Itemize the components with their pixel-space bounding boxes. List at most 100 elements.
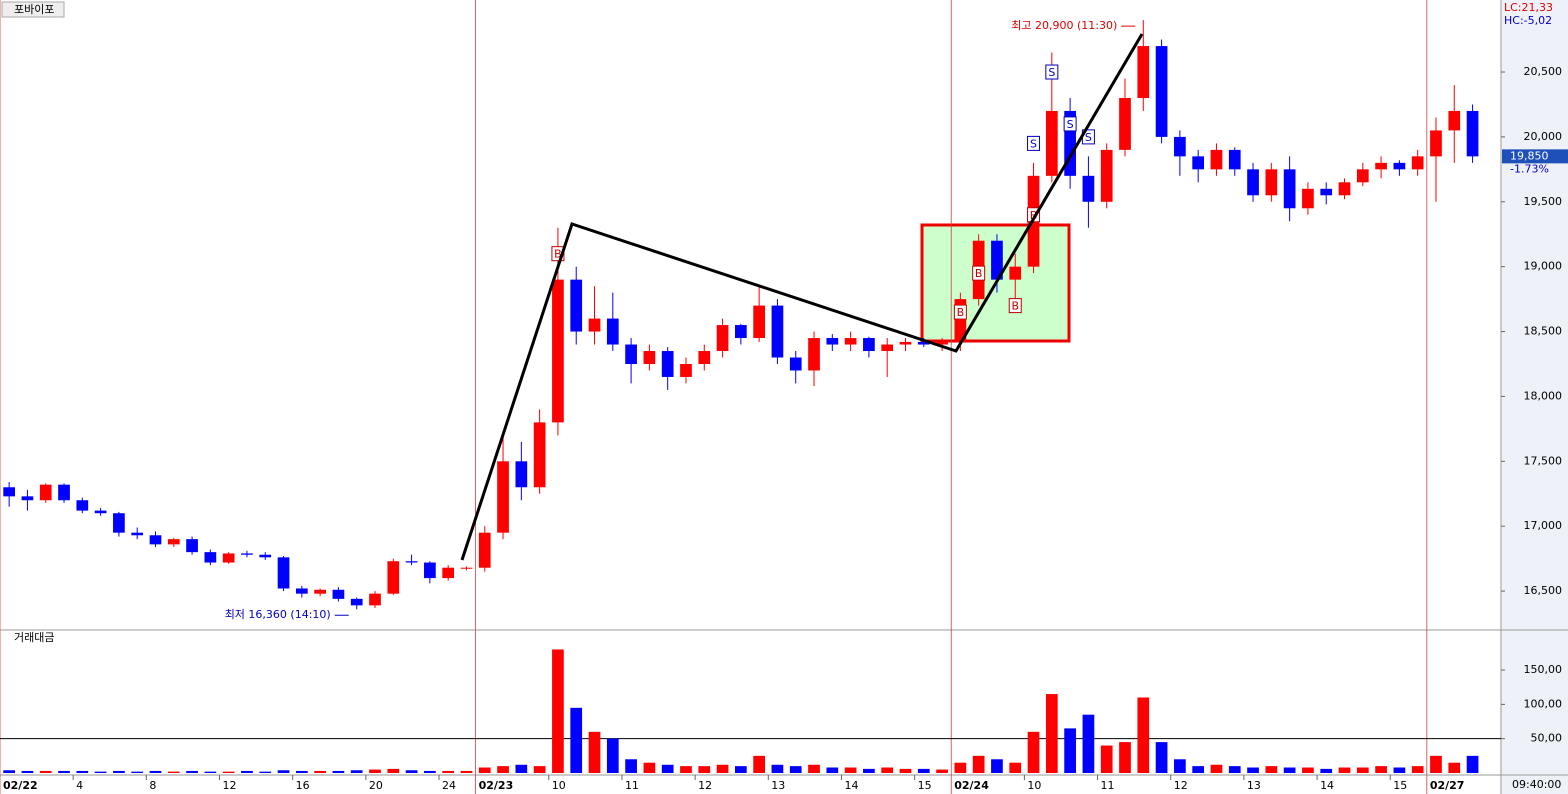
- candle-body: [167, 539, 180, 545]
- candle-body: [1302, 188, 1314, 209]
- candle-body: [1100, 149, 1113, 202]
- candle-body: [1137, 46, 1150, 98]
- candle-body: [735, 325, 747, 339]
- candle-body: [369, 593, 381, 606]
- volume-bar: [771, 764, 784, 773]
- volume-bar: [606, 738, 619, 773]
- candle-body: [1338, 182, 1351, 196]
- candle-body: [21, 496, 34, 501]
- candle-body: [350, 598, 363, 606]
- volume-bar: [460, 770, 473, 773]
- volume-bar: [1338, 767, 1351, 773]
- signal-label: S: [1048, 66, 1055, 79]
- volume-bar: [680, 766, 692, 773]
- volume-bar: [881, 767, 894, 773]
- candle-body: [1375, 162, 1387, 170]
- candle-body: [1247, 169, 1259, 196]
- candle-body: [424, 562, 436, 579]
- volume-bar: [295, 770, 308, 773]
- candle-body: [808, 338, 820, 371]
- volume-bar: [552, 649, 564, 773]
- candle-body: [58, 484, 70, 501]
- candle-body: [625, 344, 637, 364]
- volume-bar: [204, 771, 217, 773]
- volume-bar: [1320, 768, 1333, 773]
- candle-body: [332, 589, 345, 599]
- signal-marker: [1027, 135, 1041, 151]
- volume-bar: [186, 770, 198, 773]
- candle-body: [1210, 149, 1223, 170]
- signal-label: B: [554, 248, 562, 261]
- candle-body: [826, 338, 839, 345]
- volume-bar: [1174, 759, 1186, 773]
- candle-body: [936, 341, 948, 345]
- candle-body: [1119, 97, 1131, 150]
- y-tick-label: 50,00: [1531, 732, 1563, 745]
- candle-body: [149, 535, 162, 545]
- candle-body: [588, 318, 601, 332]
- signal-label: B: [1011, 300, 1019, 313]
- volume-bar: [1247, 767, 1259, 773]
- candle-body: [1064, 110, 1076, 176]
- volume-bar: [277, 770, 290, 773]
- trend-line: [460, 33, 1144, 561]
- x-tick-label: 12: [1174, 779, 1188, 792]
- signal-label: B: [975, 267, 983, 280]
- volume-bar: [314, 770, 326, 773]
- volume-bar: [1430, 755, 1442, 773]
- volume-bar: [39, 770, 52, 773]
- candle-body: [1192, 156, 1205, 170]
- volume-bar: [113, 770, 125, 773]
- last-price-tag: [1502, 149, 1568, 164]
- y-tick-label: 100,00: [1524, 697, 1563, 710]
- volume-bar: [241, 770, 253, 773]
- x-tick-label: 15: [918, 779, 932, 792]
- volume-bar: [808, 764, 820, 773]
- candle-body: [552, 279, 564, 423]
- volume-bar: [917, 768, 930, 773]
- candle-body: [460, 567, 473, 569]
- x-tick-label: 20: [369, 779, 383, 792]
- candle-body: [863, 338, 875, 352]
- x-tick-label: 16: [296, 779, 310, 792]
- volume-bar: [753, 755, 765, 773]
- annotation: 최저 16,360 (14:10): [225, 608, 331, 621]
- volume-bar: [1155, 742, 1168, 773]
- candle-body: [1283, 169, 1296, 209]
- volume-bar: [936, 769, 948, 773]
- candle-body: [314, 589, 326, 594]
- candle-body: [1466, 110, 1479, 157]
- candle-body: [1411, 156, 1424, 170]
- candle-body: [1009, 266, 1022, 280]
- volume-bar: [369, 769, 381, 773]
- volume-bar: [972, 755, 985, 773]
- signal-marker: [1008, 298, 1022, 314]
- volume-bar: [698, 766, 711, 773]
- candle-body: [570, 279, 583, 332]
- candle-body: [1265, 169, 1278, 196]
- candle-body: [680, 363, 692, 377]
- volume-bar: [1119, 742, 1131, 773]
- candle-body: [478, 532, 491, 568]
- candle-body: [497, 461, 509, 533]
- x-tick-label: 02/24: [954, 779, 989, 792]
- x-tick-label: 14: [1320, 779, 1334, 792]
- signal-label: S: [1067, 118, 1074, 131]
- volume-bar: [259, 771, 272, 773]
- candle-body: [131, 532, 144, 536]
- candle-body: [387, 561, 400, 594]
- candle-body: [76, 500, 89, 511]
- candle-body: [716, 325, 729, 352]
- title-box: [1, 1, 65, 18]
- volume-bar: [149, 770, 162, 773]
- price-title: 포바이포: [14, 3, 54, 16]
- candle-body: [241, 553, 253, 555]
- x-tick-label: 14: [844, 779, 858, 792]
- y-tick-label: 16,500: [1524, 584, 1563, 597]
- signal-label: B: [1030, 209, 1038, 222]
- signal-label: S: [1030, 137, 1037, 150]
- y-tick-label: 18,500: [1524, 325, 1563, 338]
- last-price: 19,850: [1510, 149, 1549, 162]
- candle-body: [94, 510, 107, 514]
